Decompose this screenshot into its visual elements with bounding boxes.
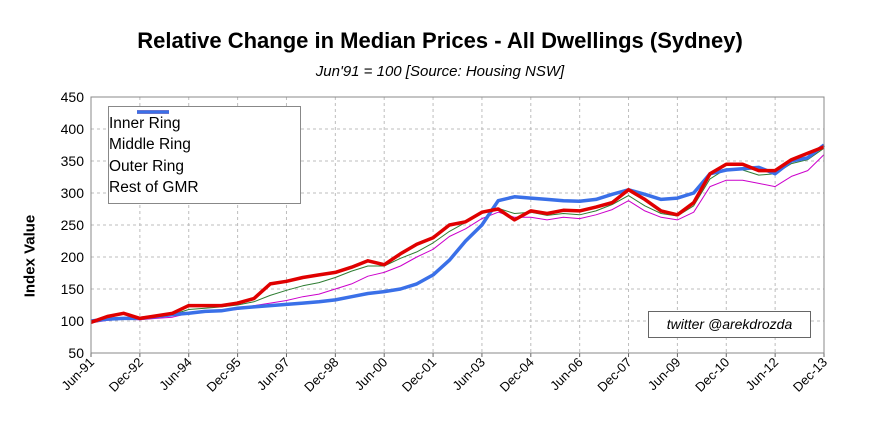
x-tick-label: Dec-01 — [399, 355, 439, 395]
legend-item-middle-ring: Middle Ring — [109, 111, 300, 157]
series-lines — [90, 143, 826, 324]
y-tick-label: 250 — [61, 217, 85, 233]
chart-title: Relative Change in Median Prices - All D… — [137, 28, 743, 53]
x-tick-label: Jun-09 — [645, 355, 684, 394]
legend-label-middle-ring: Middle Ring — [109, 136, 191, 154]
chart-legend: Inner Ring Middle Ring Outer Ring Rest o… — [108, 106, 301, 204]
y-tick-label: 100 — [61, 313, 85, 329]
legend-label-outer-ring: Outer Ring — [109, 157, 184, 175]
x-tick-label: Jun-00 — [352, 355, 391, 394]
x-tick-label: Dec-04 — [497, 355, 537, 395]
x-axis-ticks: Jun-91 Dec-92 Jun-94 Dec-95 Jun-97 Dec-98 Jun-… — [58, 353, 830, 395]
legend-label-rest-of-gmr: Rest of GMR — [109, 179, 199, 197]
x-tick-label: Dec-10 — [692, 355, 732, 395]
y-tick-label: 150 — [61, 281, 85, 297]
x-tick-label: Dec-13 — [790, 355, 830, 395]
y-tick-label: 300 — [61, 185, 85, 201]
x-tick-label: Jun-12 — [743, 355, 782, 394]
series-line-rest-of-gmr — [90, 143, 826, 323]
series-line-inner-ring — [90, 145, 825, 324]
y-tick-label: 350 — [61, 153, 85, 169]
legend-item-rest-of-gmr: Rest of GMR — [109, 110, 300, 200]
x-tick-label: Dec-95 — [203, 355, 243, 395]
chart-subtitle: Jun'91 = 100 [Source: Housing NSW] — [315, 63, 565, 80]
y-tick-label: 50 — [68, 345, 84, 361]
legend-item-outer-ring: Outer Ring — [109, 111, 300, 178]
series-line-middle-ring — [90, 147, 825, 324]
x-tick-label: Dec-92 — [106, 355, 146, 395]
twitter-annotation: twitter @arekdrozda — [648, 311, 811, 338]
legend-label-inner-ring: Inner Ring — [109, 114, 181, 132]
x-tick-label: Jun-94 — [156, 355, 195, 394]
x-tick-label: Jun-06 — [547, 355, 586, 394]
plot-frame — [90, 96, 825, 354]
x-tick-label: Jun-97 — [254, 355, 293, 394]
y-axis-ticks: 50 100 150 200 250 300 350 400 450 — [61, 89, 85, 361]
x-tick-label: Dec-98 — [301, 355, 341, 395]
x-tick-label: Dec-07 — [594, 355, 634, 395]
y-tick-label: 400 — [61, 121, 85, 137]
x-tick-label: Jun-03 — [449, 355, 488, 394]
y-tick-label: 200 — [61, 249, 85, 265]
y-tick-label: 450 — [61, 89, 85, 105]
